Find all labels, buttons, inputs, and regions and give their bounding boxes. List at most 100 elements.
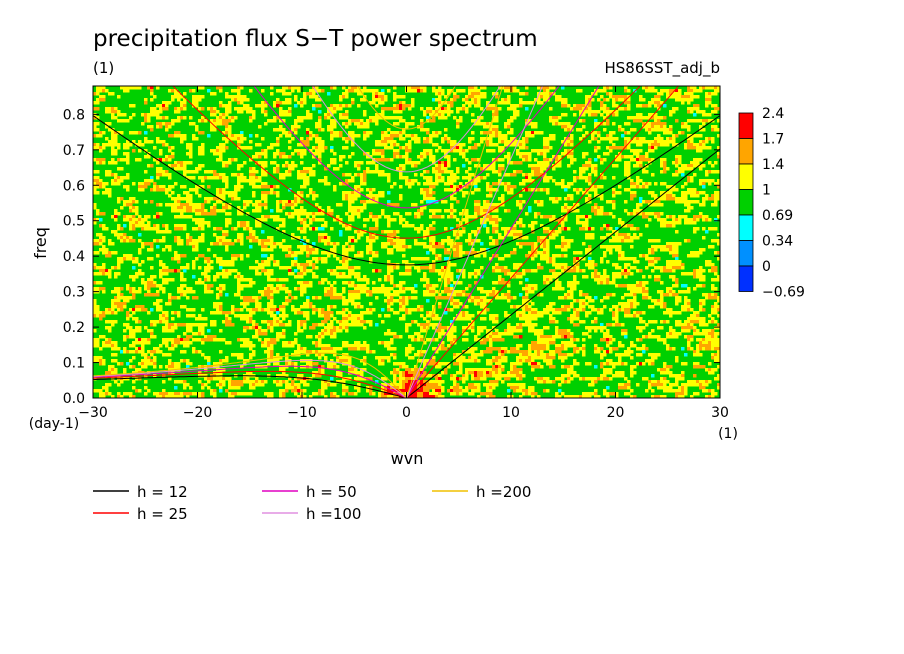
field-cell [447, 101, 451, 105]
field-cell [666, 260, 670, 264]
field-cell [405, 182, 409, 186]
field-cell [543, 236, 547, 240]
field-cell [579, 227, 583, 231]
field-cell [459, 233, 463, 237]
field-cell [549, 275, 553, 279]
field-cell [111, 158, 115, 162]
field-cell [588, 113, 592, 117]
field-cell [657, 98, 661, 102]
field-cell [627, 236, 631, 240]
field-cell [96, 122, 100, 126]
field-cell [99, 146, 103, 150]
field-cell [120, 113, 124, 117]
field-cell [210, 242, 214, 246]
field-cell [150, 113, 154, 117]
field-cell [495, 221, 499, 225]
field-cell [363, 137, 367, 141]
field-cell [510, 128, 514, 132]
field-cell [228, 137, 232, 141]
field-cell [444, 275, 448, 279]
field-cell [483, 176, 487, 180]
field-cell [192, 206, 196, 210]
field-cell [465, 101, 469, 105]
field-cell [228, 101, 232, 105]
field-cell [105, 191, 109, 195]
field-cell [594, 206, 598, 210]
field-cell [609, 212, 613, 216]
field-cell [213, 275, 217, 279]
field-cell [630, 266, 634, 270]
field-cell [213, 278, 217, 282]
field-cell [579, 215, 583, 219]
field-cell [120, 131, 124, 135]
field-cell [300, 206, 304, 210]
field-cell [93, 134, 97, 138]
field-cell [708, 260, 712, 264]
field-cell [375, 113, 379, 117]
field-cell [156, 203, 160, 207]
field-cell [150, 125, 154, 129]
field-cell [711, 203, 715, 207]
field-cell [681, 125, 685, 129]
field-cell [93, 179, 97, 183]
field-cell [687, 128, 691, 132]
field-cell [468, 179, 472, 183]
field-cell [285, 131, 289, 135]
field-cell [234, 89, 238, 93]
field-cell [405, 260, 409, 264]
field-cell [468, 233, 472, 237]
field-cell [459, 248, 463, 252]
field-cell [681, 272, 685, 276]
field-cell [162, 236, 166, 240]
field-cell [144, 137, 148, 141]
field-cell [585, 188, 589, 192]
field-cell [699, 86, 703, 90]
field-cell [111, 143, 115, 147]
field-cell [204, 176, 208, 180]
field-cell [687, 98, 691, 102]
field-cell [402, 239, 406, 243]
field-cell [162, 140, 166, 144]
field-cell [123, 215, 127, 219]
field-cell [489, 149, 493, 153]
field-cell [486, 230, 490, 234]
field-cell [441, 272, 445, 276]
field-cell [489, 242, 493, 246]
field-cell [351, 218, 355, 222]
field-cell [675, 155, 679, 159]
field-cell [636, 143, 640, 147]
field-cell [270, 209, 274, 213]
field-cell [438, 167, 442, 171]
field-cell [159, 263, 163, 267]
field-cell [288, 215, 292, 219]
field-cell [447, 188, 451, 192]
field-cell [507, 233, 511, 237]
field-cell [171, 119, 175, 123]
field-cell [237, 206, 241, 210]
field-cell [219, 155, 223, 159]
field-cell [432, 236, 436, 240]
field-cell [399, 134, 403, 138]
field-cell [585, 224, 589, 228]
field-cell [330, 158, 334, 162]
field-cell [300, 275, 304, 279]
field-cell [675, 161, 679, 165]
field-cell [708, 98, 712, 102]
field-cell [252, 230, 256, 234]
field-cell [609, 245, 613, 249]
field-cell [123, 113, 127, 117]
field-cell [114, 272, 118, 276]
field-cell [672, 92, 676, 96]
field-cell [426, 170, 430, 174]
field-cell [96, 86, 100, 90]
field-cell [618, 266, 622, 270]
field-cell [366, 119, 370, 123]
field-cell [339, 221, 343, 225]
field-cell [366, 251, 370, 255]
field-cell [492, 158, 496, 162]
field-cell [324, 242, 328, 246]
field-cell [603, 251, 607, 255]
field-cell [453, 233, 457, 237]
field-cell [492, 170, 496, 174]
field-cell [489, 137, 493, 141]
